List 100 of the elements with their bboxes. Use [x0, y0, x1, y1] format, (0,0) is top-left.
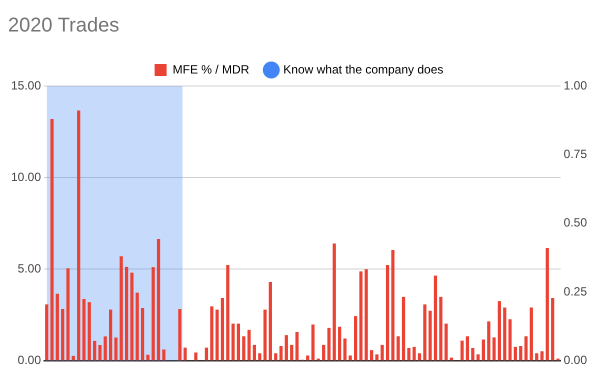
y-tick-label: 15.00	[11, 78, 42, 92]
bar	[466, 336, 470, 360]
bar	[412, 346, 416, 360]
chart-title: 2020 Trades	[8, 14, 120, 37]
bar	[124, 266, 128, 360]
bar	[274, 353, 278, 360]
bar	[492, 337, 496, 360]
bar	[162, 349, 166, 360]
bar	[407, 348, 410, 360]
bar	[322, 344, 326, 360]
bar	[258, 353, 262, 360]
bar	[156, 238, 160, 360]
bar	[391, 250, 394, 360]
bar	[498, 301, 501, 360]
bar	[88, 302, 91, 360]
bar	[450, 358, 454, 360]
bar	[72, 356, 75, 360]
bar	[370, 350, 374, 360]
bar	[210, 306, 214, 360]
y2-tick-label: 0.75	[564, 147, 588, 162]
bar	[519, 346, 522, 360]
bar	[232, 324, 235, 360]
bar	[61, 308, 64, 360]
bar	[130, 272, 134, 360]
bar	[152, 267, 155, 360]
y-tick-label: 5.00	[18, 262, 42, 276]
bar	[279, 346, 283, 360]
bar	[487, 321, 490, 360]
bar	[530, 307, 533, 360]
bar	[551, 298, 554, 360]
bar	[204, 348, 208, 360]
legend-label: Know what the company does	[283, 62, 444, 76]
bar	[263, 310, 267, 360]
bar	[98, 345, 102, 360]
bar	[343, 338, 347, 360]
bar	[396, 336, 400, 360]
bar	[236, 324, 240, 360]
bar	[327, 328, 331, 360]
bar	[242, 336, 246, 360]
bar	[540, 351, 544, 360]
bar	[524, 336, 528, 360]
y2-tick-label: 1.00	[564, 78, 588, 92]
bar	[178, 308, 182, 360]
y2-tick-label: 0.00	[564, 353, 588, 368]
y2-tick-label: 0.25	[564, 284, 588, 298]
bar	[50, 118, 54, 360]
bar	[247, 330, 251, 360]
bar	[434, 276, 438, 360]
bar	[508, 319, 512, 360]
bar	[226, 264, 230, 360]
bar	[184, 348, 187, 360]
bar	[66, 268, 70, 360]
bar	[439, 296, 442, 360]
bar	[114, 338, 118, 360]
bar	[45, 304, 48, 360]
bar	[482, 340, 486, 360]
bar	[146, 354, 150, 360]
y-tick-label: 10.00	[11, 170, 42, 184]
bar	[418, 353, 422, 360]
bar	[348, 355, 352, 360]
bar	[380, 344, 384, 360]
y-tick-label: 0.00	[18, 353, 42, 368]
bar	[423, 304, 426, 360]
bar	[268, 282, 272, 360]
bar	[311, 324, 315, 360]
bar	[140, 308, 144, 360]
bar	[514, 346, 517, 360]
bar	[428, 310, 432, 360]
bar	[332, 244, 336, 360]
bar	[460, 340, 464, 360]
y2-tick-label: 0.50	[564, 216, 588, 230]
bar	[476, 354, 480, 360]
bar	[546, 248, 549, 360]
bar	[109, 310, 112, 360]
bar	[306, 355, 310, 360]
bar	[364, 269, 368, 360]
bar	[136, 292, 139, 360]
bar	[82, 299, 86, 360]
bar	[220, 298, 224, 360]
bar	[471, 348, 474, 360]
bar	[284, 335, 288, 360]
bar	[194, 352, 198, 360]
bar	[535, 353, 538, 360]
bar	[216, 310, 219, 360]
bar	[56, 294, 59, 360]
bar	[375, 354, 378, 360]
bar	[338, 326, 342, 360]
bar	[359, 271, 363, 360]
bar	[354, 316, 358, 360]
bar	[295, 332, 299, 360]
legend-label: MFE % / MDR	[172, 62, 250, 76]
bar	[77, 110, 80, 360]
bar	[503, 307, 506, 360]
bar	[402, 296, 406, 360]
bar	[444, 324, 448, 360]
bar	[252, 344, 256, 360]
bar	[386, 264, 390, 360]
bar	[120, 256, 123, 360]
bar	[290, 344, 294, 360]
bar	[104, 336, 107, 360]
